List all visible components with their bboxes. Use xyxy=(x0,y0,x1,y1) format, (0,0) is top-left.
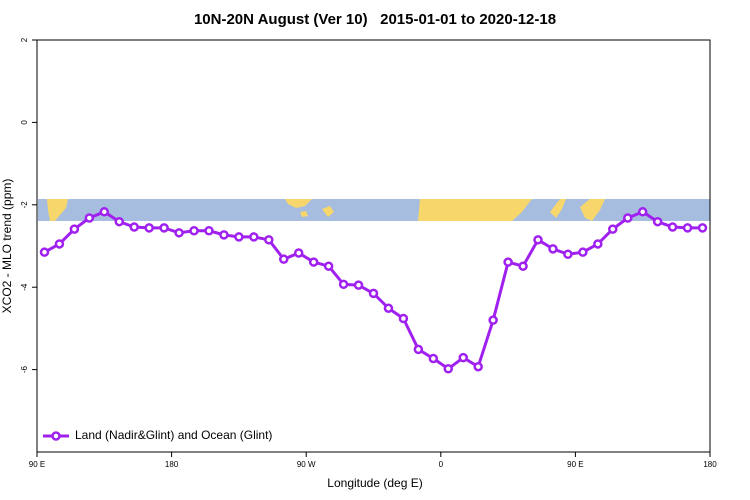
point xyxy=(697,223,708,233)
legend-item: Land (Nadir&Glint) and Ocean (Glint) xyxy=(43,428,272,442)
point xyxy=(578,247,588,257)
point xyxy=(159,223,169,233)
plot-frame xyxy=(36,39,711,453)
point xyxy=(593,239,603,249)
map-strip xyxy=(38,199,710,221)
point xyxy=(428,353,439,364)
chart-title: 10N-20N August (Ver 10) 2015-01-01 to 20… xyxy=(194,11,556,28)
point xyxy=(264,235,274,245)
point xyxy=(563,249,573,259)
point xyxy=(144,223,154,233)
x-tick-label: 90 E xyxy=(29,460,45,469)
point xyxy=(503,257,513,267)
point xyxy=(54,239,65,249)
point xyxy=(383,303,394,313)
point xyxy=(398,313,409,324)
point xyxy=(174,228,184,238)
point xyxy=(368,288,379,299)
point xyxy=(488,315,498,325)
x-tick-label: 180 xyxy=(703,460,717,469)
point xyxy=(652,216,663,227)
x-tick-label: 0 xyxy=(439,460,444,469)
point xyxy=(622,213,633,223)
point xyxy=(308,257,319,267)
y-axis-label: XCO2 - MLO trend (ppm) xyxy=(0,179,14,314)
point xyxy=(533,235,543,245)
point xyxy=(637,207,648,217)
point xyxy=(189,226,199,236)
point xyxy=(458,352,468,363)
point xyxy=(667,222,678,232)
point xyxy=(323,261,334,271)
point xyxy=(234,232,244,242)
point xyxy=(682,223,693,233)
point xyxy=(99,207,110,217)
y-tick-label: -4 xyxy=(20,283,29,291)
point xyxy=(114,216,125,227)
y-tick-label: 2 xyxy=(20,37,29,42)
x-axis-label: Longitude (deg E) xyxy=(327,476,422,490)
point xyxy=(204,226,214,236)
x-tick-label: 90 W xyxy=(297,460,316,469)
point xyxy=(39,247,50,257)
point xyxy=(129,222,139,232)
point xyxy=(608,224,618,234)
x-tick-label: 180 xyxy=(165,460,179,469)
point xyxy=(518,261,528,271)
point xyxy=(249,232,259,242)
point xyxy=(353,280,364,290)
point xyxy=(279,254,289,264)
point xyxy=(443,364,454,374)
point xyxy=(69,224,80,234)
y-tick-label: -6 xyxy=(20,365,29,373)
legend-label: Land (Nadir&Glint) and Ocean (Glint) xyxy=(75,428,272,442)
legend-marker xyxy=(51,431,61,441)
x-tick-label: 90 E xyxy=(567,460,583,469)
point xyxy=(84,213,95,223)
point xyxy=(219,230,229,240)
y-tick-label: -2 xyxy=(20,201,29,209)
y-tick-label: 0 xyxy=(20,120,29,125)
point xyxy=(473,361,483,372)
point xyxy=(413,344,424,355)
point xyxy=(338,279,349,290)
point xyxy=(293,248,304,258)
point xyxy=(548,244,558,254)
